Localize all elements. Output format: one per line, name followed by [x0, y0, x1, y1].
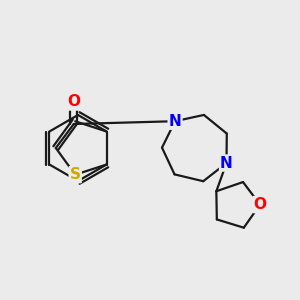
Text: O: O: [254, 197, 266, 212]
Text: O: O: [67, 94, 80, 110]
Text: S: S: [70, 167, 81, 182]
Text: N: N: [169, 114, 182, 129]
Text: N: N: [220, 156, 233, 171]
